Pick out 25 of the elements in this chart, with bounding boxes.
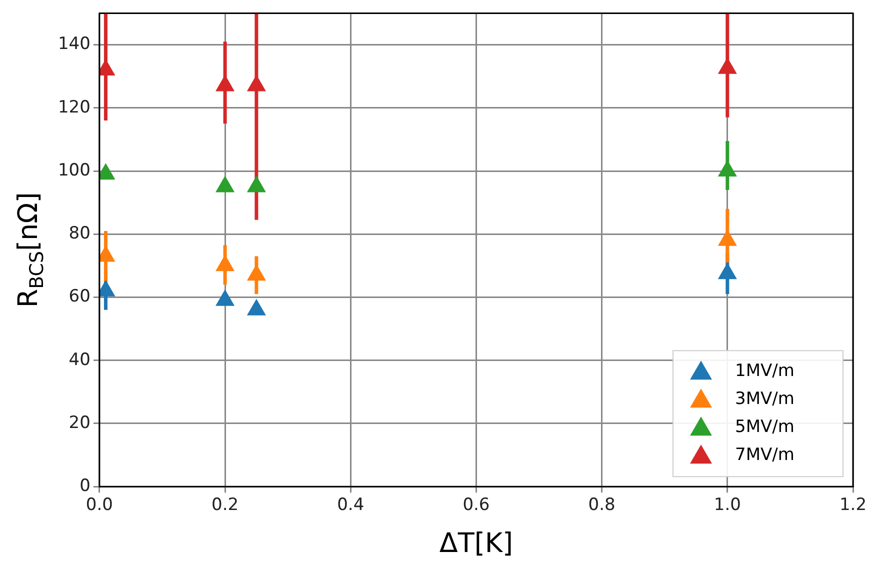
x-tick-label: 1.0	[714, 495, 741, 516]
point	[216, 176, 235, 192]
legend-label: 3MV/m	[735, 389, 794, 410]
legend-label: 1MV/m	[735, 361, 794, 382]
legend-label: 7MV/m	[735, 445, 794, 466]
x-axis-title: ΔT[K]	[439, 528, 514, 560]
point	[246, 176, 266, 192]
y-tick-label: 0	[80, 476, 90, 496]
x-tick-label: 0.8	[588, 495, 616, 516]
x-tick-label: 0.6	[462, 495, 490, 516]
point	[246, 298, 266, 316]
y-tick-label: 120	[58, 97, 90, 118]
x-tick-label: 0.0	[86, 495, 113, 516]
y-tick-label: 100	[58, 160, 90, 180]
y-axis-title: RBCS[nΩ]	[13, 192, 48, 308]
y-tick-label: 40	[68, 350, 90, 370]
x-tick-label: 0.4	[337, 495, 364, 516]
y-tick-label: 80	[68, 224, 90, 244]
y-tick-label: 140	[58, 34, 90, 54]
point	[216, 289, 235, 306]
y-tick-label: 60	[68, 286, 90, 307]
y-tick-label: 20	[68, 412, 90, 433]
legend-label: 5MV/m	[735, 417, 794, 438]
x-tick-label: 1.2	[839, 495, 867, 516]
x-tick-label: 0.2	[212, 495, 239, 516]
